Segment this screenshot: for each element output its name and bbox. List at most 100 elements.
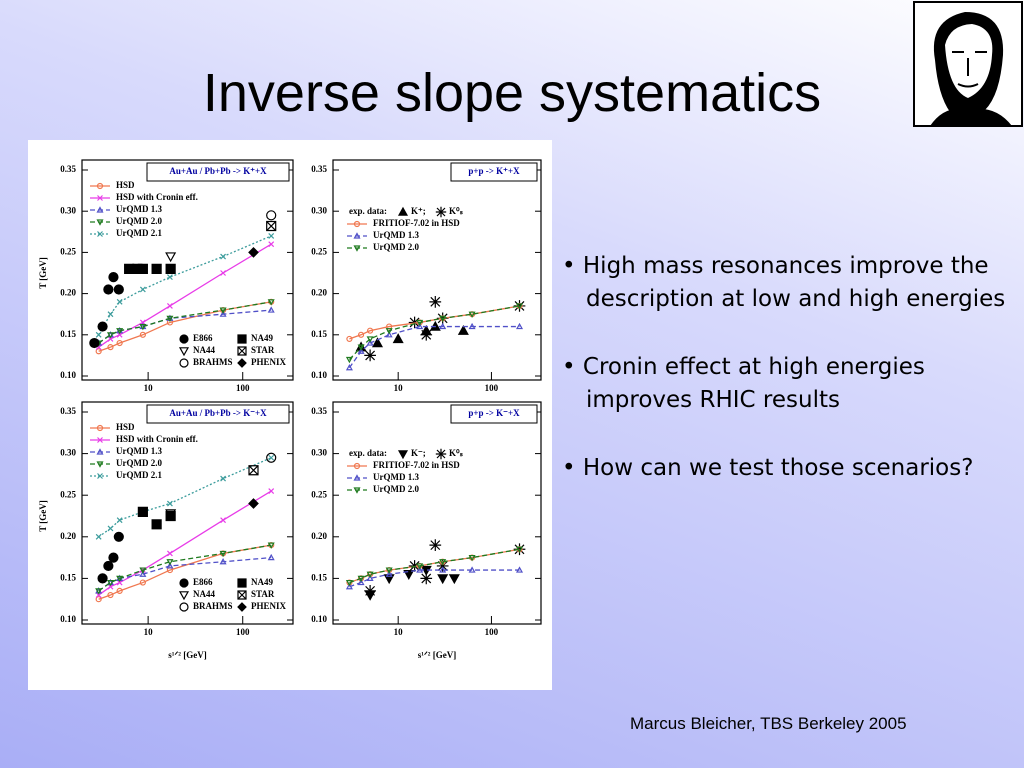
legend-marker — [179, 358, 189, 368]
data-point — [366, 571, 374, 578]
x-axis-label: s¹ᐟ² [GeV] — [418, 650, 456, 660]
data-point — [95, 348, 102, 355]
y-axis-label: T [GeV] — [38, 500, 48, 532]
y-tick-label: 0.15 — [311, 572, 327, 582]
data-point — [357, 344, 365, 351]
panel-title: p+p -> K⁺+X — [468, 166, 520, 176]
legend-marker — [97, 437, 103, 443]
series-line — [98, 301, 272, 344]
y-tick-label: 0.35 — [60, 164, 76, 174]
data-point — [457, 324, 469, 335]
data-point — [448, 574, 460, 585]
data-point — [345, 356, 353, 364]
data-point — [416, 563, 424, 570]
legend-label: PHENIX — [251, 357, 287, 367]
series — [98, 556, 272, 592]
slide-title: Inverse slope systematics — [202, 63, 822, 123]
y-tick-label: 0.25 — [60, 246, 76, 256]
data-point — [151, 263, 162, 274]
legend-marker — [353, 474, 361, 481]
data-point — [139, 570, 147, 577]
data-point — [106, 332, 114, 339]
data-point — [219, 307, 227, 314]
y-tick-label: 0.25 — [311, 489, 327, 499]
legend-marker — [97, 195, 103, 201]
legend-label: UrQMD 2.1 — [116, 470, 162, 480]
data-point — [219, 310, 227, 317]
data-point — [113, 531, 124, 542]
legend-marker — [353, 487, 361, 494]
data-point — [439, 315, 447, 323]
data-point — [513, 543, 526, 556]
legend-label: PHENIX — [251, 601, 287, 611]
y-tick-label: 0.25 — [311, 246, 327, 256]
legend-label: K⁻; — [411, 448, 426, 458]
data-point — [166, 500, 173, 507]
legend-label: E866 — [193, 333, 213, 343]
data-point — [403, 570, 415, 580]
data-point — [385, 328, 393, 335]
data-point — [357, 575, 365, 583]
panel-title: Au+Au / Pb+Pb -> K⁺+X — [169, 166, 267, 176]
data-point — [468, 311, 476, 318]
data-point — [219, 558, 227, 565]
data-point — [367, 327, 374, 334]
legend-label: HSD — [116, 422, 135, 432]
data-point — [95, 596, 102, 603]
series-line — [348, 325, 520, 369]
series-line — [98, 544, 272, 592]
data-point — [357, 347, 365, 354]
x-tick-label: 100 — [236, 383, 250, 393]
data-point — [439, 566, 447, 573]
data-point — [166, 559, 174, 566]
legend-marker — [96, 182, 104, 190]
y-tick-label: 0.35 — [311, 164, 327, 174]
data-point — [515, 566, 524, 573]
data-point — [166, 550, 173, 557]
data-point — [139, 331, 146, 338]
legend-label: UrQMD 2.0 — [116, 458, 162, 468]
data-point — [366, 339, 374, 346]
data-point — [429, 295, 442, 308]
data-point — [468, 566, 476, 573]
data-point — [108, 272, 119, 283]
title-box — [450, 404, 538, 424]
data-point — [103, 284, 114, 295]
legend-marker — [96, 219, 104, 226]
y-tick-label: 0.20 — [311, 288, 327, 298]
y-tick-label: 0.30 — [311, 448, 327, 458]
legend-label: UrQMD 2.1 — [116, 228, 162, 238]
legend-marker — [96, 206, 104, 213]
data-point — [97, 573, 108, 584]
data-point — [248, 498, 259, 509]
data-point — [385, 331, 393, 338]
data-point — [515, 303, 524, 310]
data-point — [268, 488, 275, 494]
data-point — [220, 270, 227, 276]
data-point — [439, 322, 447, 330]
legend-marker — [397, 206, 409, 216]
data-point — [436, 560, 449, 572]
series — [348, 325, 520, 369]
data-point — [468, 555, 476, 562]
legend-label: E866 — [193, 577, 213, 587]
bullet-list: High mass resonances improve the descrip… — [562, 250, 1022, 520]
data-point — [429, 539, 442, 551]
x-axis-label: s¹ᐟ² [GeV] — [168, 650, 206, 660]
plot-frame — [81, 159, 294, 381]
data-point — [166, 274, 173, 281]
data-point — [266, 210, 277, 221]
data-point — [220, 475, 227, 482]
legend-marker — [237, 334, 247, 344]
x-tick-label: 10 — [394, 383, 404, 393]
data-point — [165, 510, 176, 522]
legend-marker — [96, 424, 104, 432]
y-tick-label: 0.15 — [311, 329, 327, 339]
legend-label: HSD with Cronin eff. — [116, 434, 198, 444]
series — [98, 301, 272, 344]
data-point — [439, 559, 447, 566]
data-point — [346, 335, 353, 343]
data-point — [248, 247, 259, 258]
legend-marker — [237, 346, 247, 356]
data-point — [437, 574, 449, 585]
